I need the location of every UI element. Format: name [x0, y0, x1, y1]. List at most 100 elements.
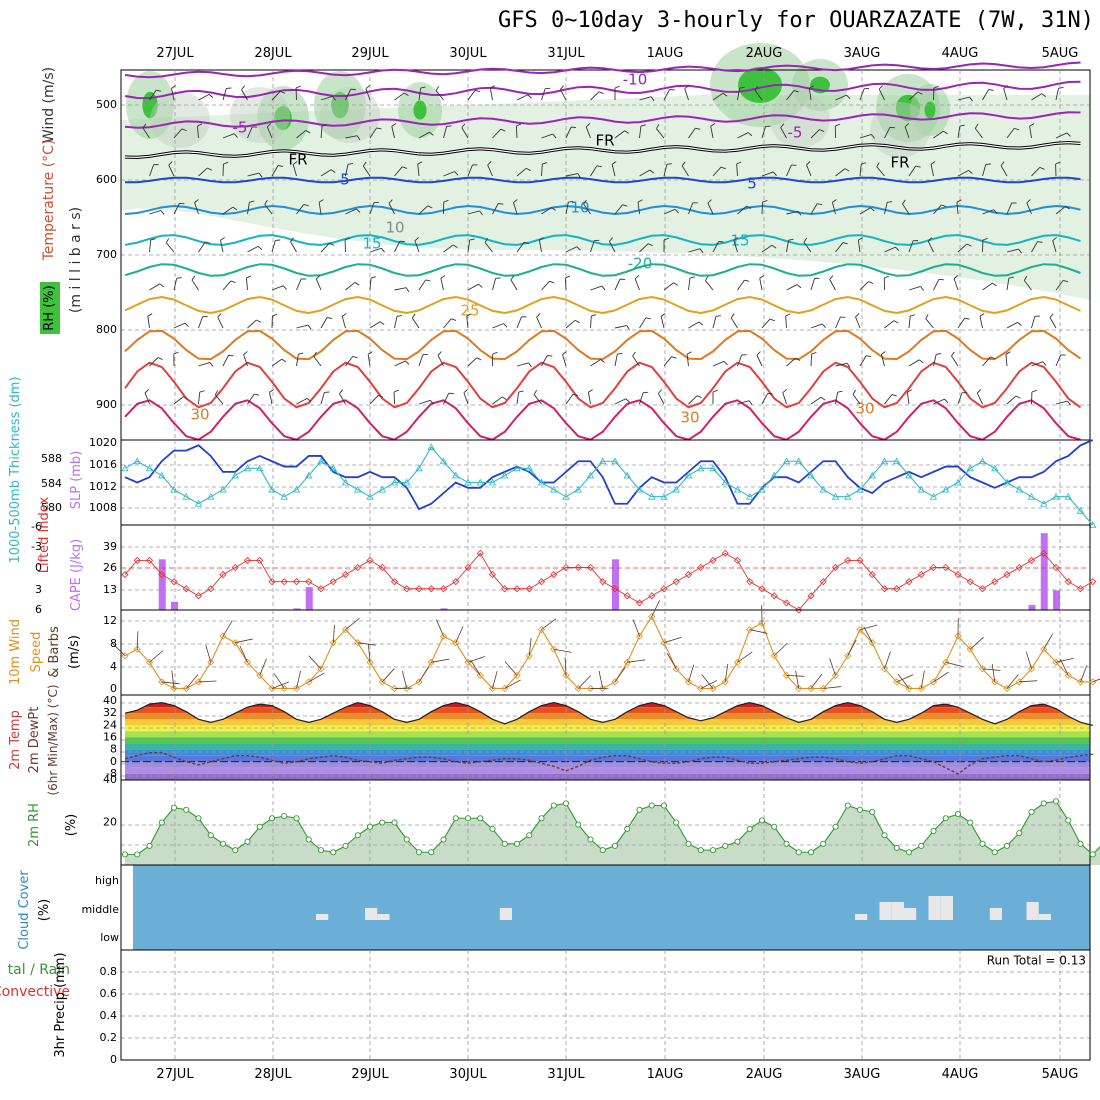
lifted-index-point — [807, 592, 815, 600]
wind10-axis-label: 10m Wind — [8, 619, 23, 685]
rh2m-point — [428, 849, 435, 856]
temp-color-band — [125, 731, 1090, 738]
wind-barb-flag — [354, 282, 360, 286]
cloud-level-label: high — [95, 874, 119, 887]
li-tick-label: -6 — [31, 520, 42, 533]
wind-barb — [585, 126, 591, 139]
wind-barb-flag — [560, 85, 564, 90]
wind-barb-flag — [365, 85, 370, 90]
wind-barb-flag — [243, 351, 248, 355]
rh2m-point — [967, 819, 974, 826]
lifted-index-point — [170, 578, 178, 586]
contour-label: -5 — [788, 124, 803, 142]
wind-barb-flag — [341, 313, 347, 317]
date-label-top: 3AUG — [844, 46, 881, 61]
rh2m-point — [979, 840, 986, 847]
cloud-bar — [904, 908, 917, 920]
wind-barb — [443, 171, 455, 177]
wind-barb — [663, 89, 671, 101]
wind10-barb — [991, 664, 996, 682]
wind-barb-flag — [895, 246, 900, 251]
cloud-bar — [989, 908, 1002, 920]
wind-speed-point — [746, 626, 754, 634]
wind-speed-point — [182, 684, 190, 693]
wind-barb-flag — [720, 166, 726, 170]
wind-barb-flag — [451, 318, 457, 321]
wind-barb — [1023, 280, 1032, 291]
wind-barb-flag — [964, 317, 970, 320]
wind-barb — [707, 202, 714, 215]
wind-barb — [440, 278, 444, 291]
wind-barb — [345, 208, 357, 215]
wind-barb — [541, 163, 543, 177]
rh2m-point — [1077, 840, 1084, 847]
wind-barb — [292, 164, 297, 177]
wind-barb-flag — [347, 163, 354, 165]
wind-barb-flag — [572, 393, 579, 397]
wind-barb-flag — [266, 123, 272, 128]
rh2m-point — [905, 849, 913, 856]
wind-barb-flag — [1058, 87, 1064, 89]
wind-barb — [1055, 280, 1064, 291]
wind-speed-point — [280, 684, 288, 693]
wind-barb — [930, 164, 934, 177]
wind-speed-point — [635, 632, 644, 640]
wind-barb-flag — [842, 242, 848, 245]
rh-high-patch — [274, 106, 292, 130]
wind10-barb — [368, 644, 371, 663]
wind-barb-flag — [925, 314, 929, 320]
wind-barb — [982, 164, 987, 177]
wind-barb-flag — [591, 314, 597, 317]
wind10-barb — [528, 637, 532, 656]
wind-barb-flag — [191, 275, 196, 281]
lifted-index-point — [207, 585, 215, 593]
wind-barb — [467, 240, 471, 253]
wind-barb-flag — [793, 90, 799, 93]
wind-barb-flag — [208, 94, 214, 98]
contour-label: -5 — [233, 119, 248, 137]
wind-barb-flag — [902, 199, 906, 205]
wind-barb — [443, 318, 452, 329]
wind-barb-flag — [596, 165, 602, 168]
wind-barb-flag — [476, 357, 482, 361]
wind-barb — [315, 278, 322, 291]
wind-barb — [859, 134, 872, 139]
lifted-index-point — [917, 571, 925, 579]
lifted-index-point — [1076, 585, 1085, 593]
wind-speed-point — [770, 652, 778, 660]
wind10-barb — [111, 642, 126, 657]
wind10-barb — [296, 670, 301, 689]
wind-barb-flag — [614, 85, 620, 89]
wind-barb-flag — [205, 241, 211, 244]
wind-barb-flag — [490, 85, 495, 89]
rh2m-point — [783, 840, 790, 847]
wind-barb-flag — [469, 238, 475, 241]
wind-barb — [313, 356, 322, 367]
wind-barb — [736, 163, 738, 177]
cape-bar — [293, 608, 301, 610]
wind-barb-flag — [249, 200, 255, 203]
wind-barb-flag — [332, 96, 336, 101]
wind-barb-flag — [503, 323, 508, 328]
wind-barb — [443, 244, 454, 253]
thickness-point — [648, 492, 656, 500]
contour-label: 10 — [570, 199, 589, 217]
wind-tick-label: 0 — [110, 682, 117, 695]
lifted-index-point — [599, 578, 607, 586]
wind-speed-point — [439, 632, 448, 640]
wind-barb-flag — [992, 282, 997, 287]
lifted-index-point — [574, 563, 582, 572]
wind-barb — [982, 282, 993, 291]
wind-barb-flag — [990, 356, 996, 360]
wind10-barb — [239, 645, 248, 663]
wind-barb — [345, 356, 354, 367]
wind-barb-flag — [510, 275, 515, 280]
thickness-point — [1076, 506, 1085, 514]
rh2m-point — [758, 817, 766, 824]
wind-barb — [681, 165, 689, 177]
wind-barb — [810, 396, 822, 405]
wind10-barb — [381, 668, 395, 683]
wind-speed-point — [219, 632, 227, 640]
wind-barb — [541, 88, 546, 101]
wind-barb — [418, 205, 429, 215]
